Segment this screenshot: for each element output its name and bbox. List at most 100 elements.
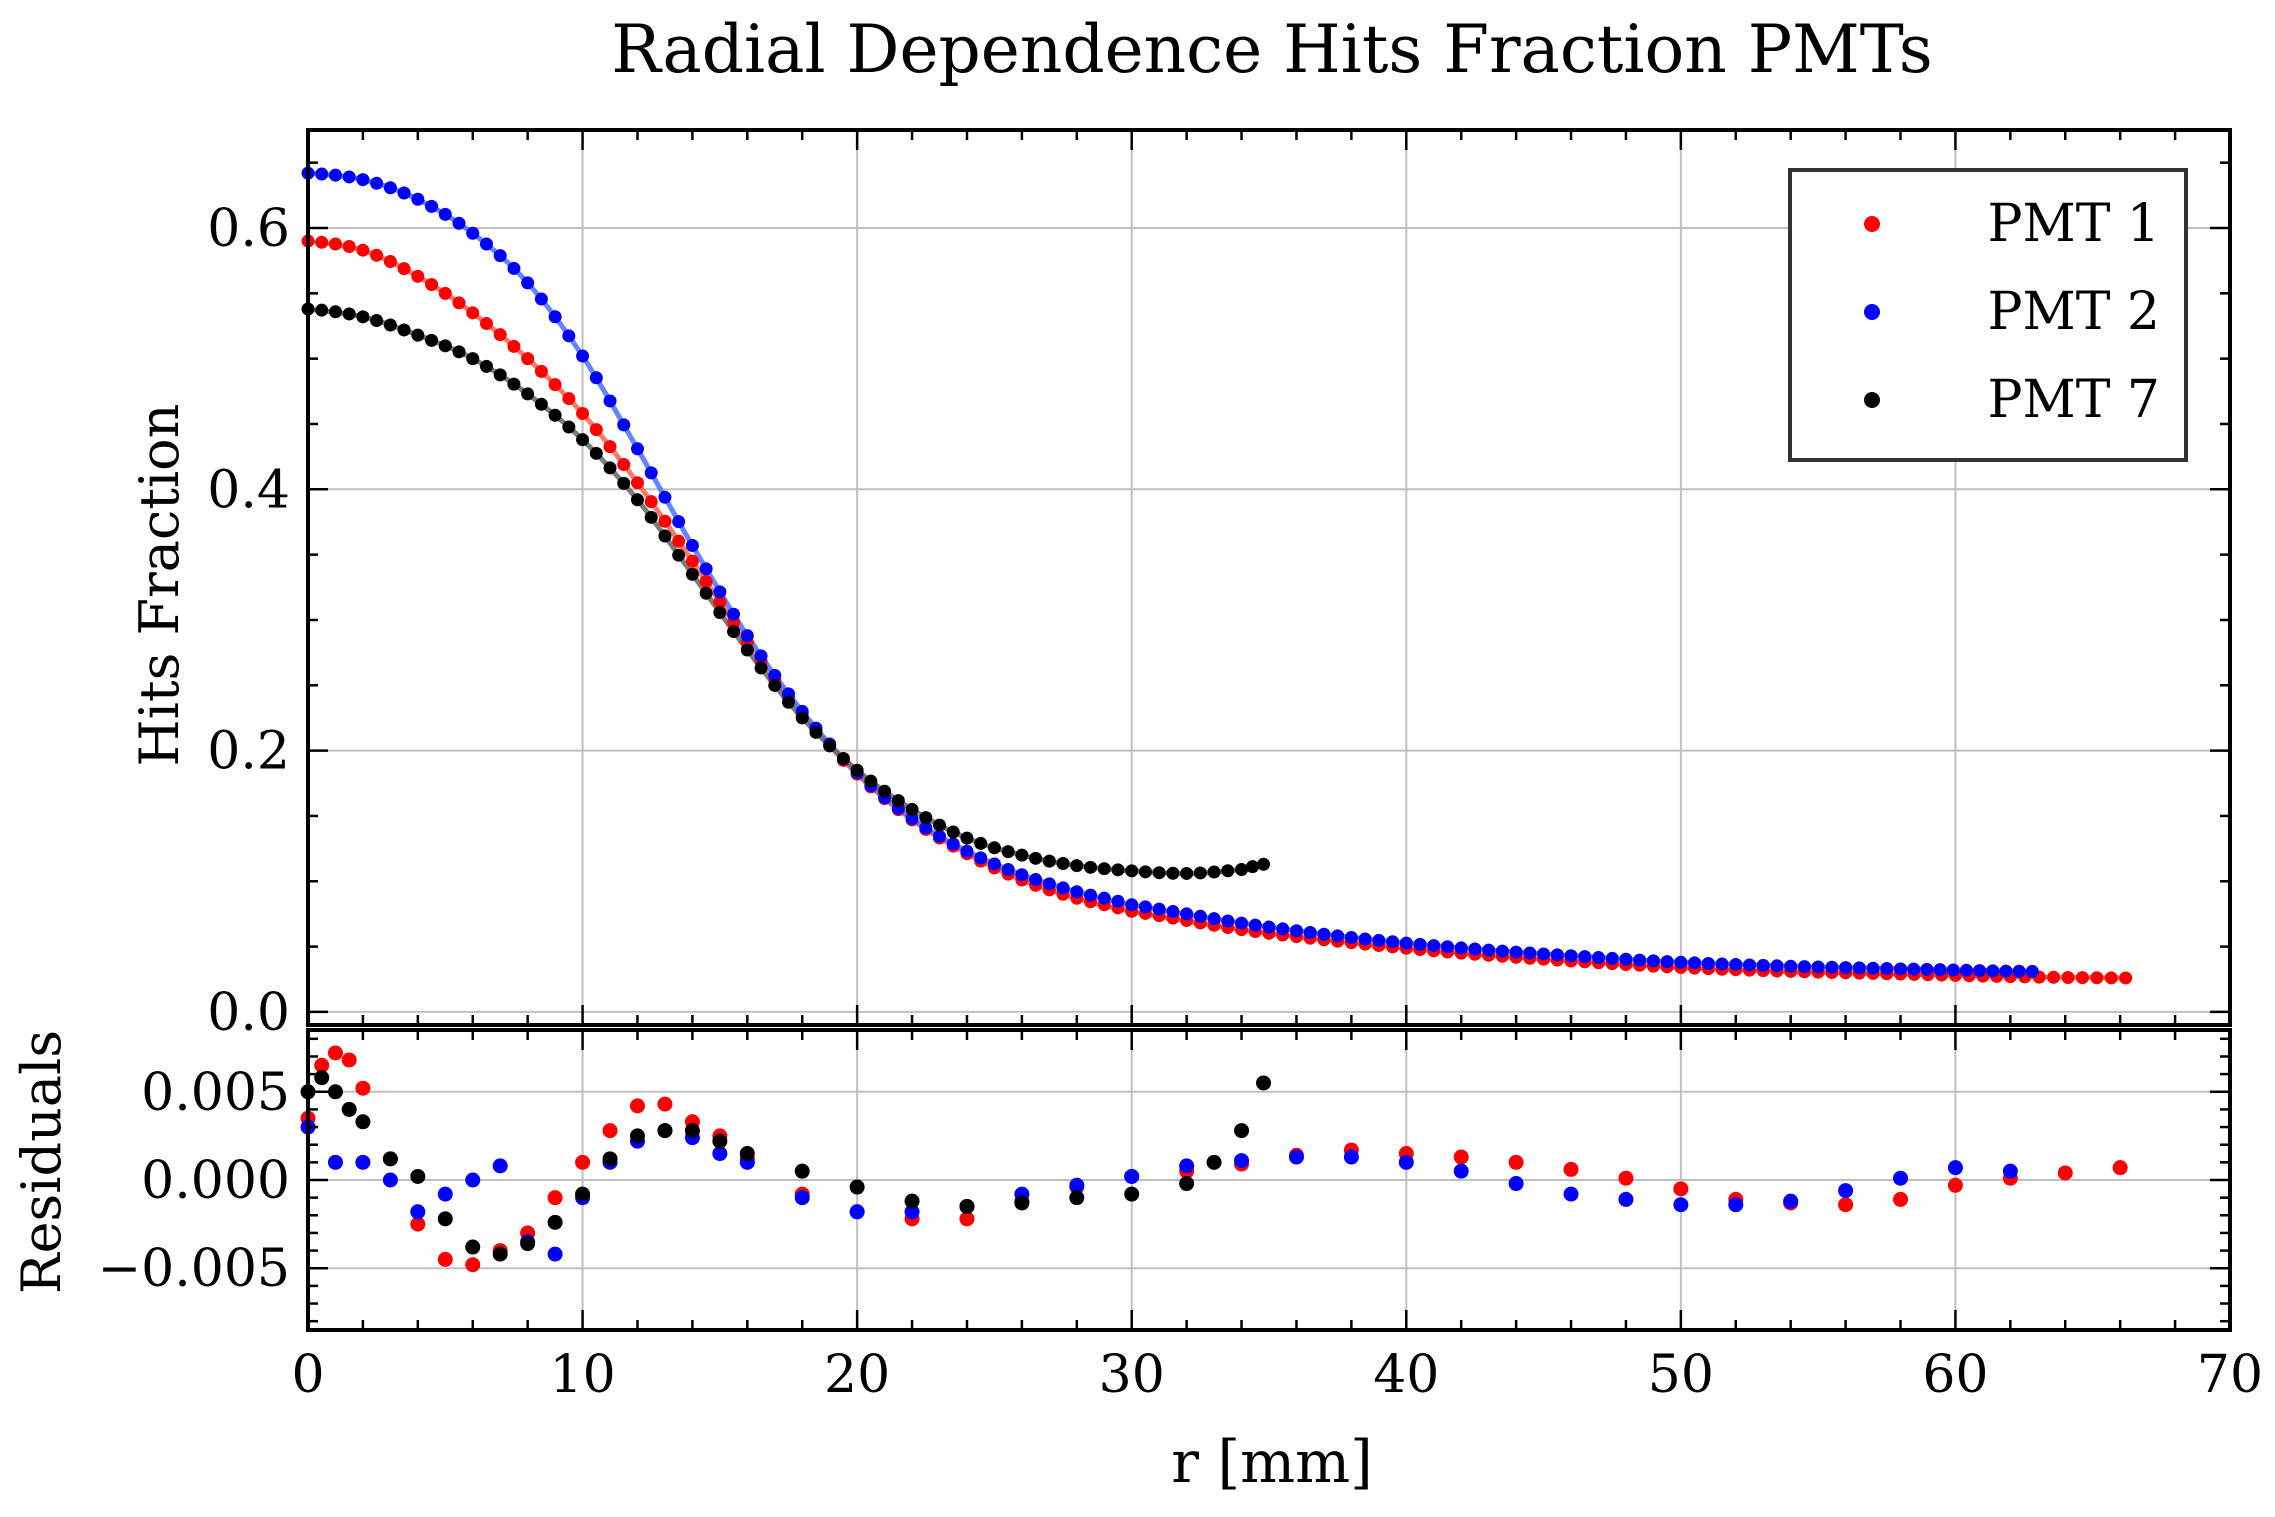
residual-point bbox=[1673, 1181, 1689, 1197]
residual-point bbox=[410, 1168, 426, 1184]
data-point bbox=[946, 825, 960, 839]
data-point bbox=[1235, 863, 1249, 877]
x-tick-label: 40 bbox=[1373, 1345, 1439, 1405]
data-point bbox=[452, 216, 466, 230]
residual-point bbox=[1673, 1197, 1689, 1213]
data-point bbox=[713, 585, 727, 599]
data-point bbox=[342, 240, 356, 254]
data-point bbox=[768, 678, 782, 692]
data-point bbox=[1894, 962, 1908, 976]
data-point bbox=[438, 339, 452, 353]
data-point bbox=[589, 423, 603, 437]
data-point bbox=[1015, 868, 1029, 882]
data-point bbox=[974, 851, 988, 865]
data-point bbox=[603, 461, 617, 475]
residual-point bbox=[1398, 1154, 1414, 1170]
residual-point bbox=[465, 1239, 481, 1255]
data-point bbox=[411, 328, 425, 342]
data-point bbox=[1646, 954, 1660, 968]
chart-title: Radial Dependence Hits Fraction PMTs bbox=[611, 11, 1933, 88]
data-point bbox=[562, 329, 576, 343]
data-point bbox=[1125, 898, 1139, 912]
data-point bbox=[1537, 947, 1551, 961]
data-point bbox=[699, 586, 713, 600]
data-point bbox=[1111, 894, 1125, 908]
main-y-axis-label: Hits Fraction bbox=[128, 404, 191, 767]
residual-point bbox=[629, 1128, 645, 1144]
data-point bbox=[1907, 962, 1921, 976]
data-point bbox=[1317, 927, 1331, 941]
data-point bbox=[548, 310, 562, 324]
residual-point bbox=[547, 1190, 563, 1206]
residual-point bbox=[629, 1098, 645, 1114]
residual-point bbox=[602, 1151, 618, 1167]
data-point bbox=[466, 306, 480, 320]
data-point bbox=[315, 235, 329, 249]
data-point bbox=[1468, 942, 1482, 956]
data-point bbox=[1946, 963, 1960, 977]
residual-point bbox=[684, 1123, 700, 1139]
data-point bbox=[617, 476, 631, 490]
data-point bbox=[1125, 864, 1139, 878]
data-point bbox=[356, 173, 370, 187]
residual-point bbox=[547, 1246, 563, 1262]
residual-point bbox=[437, 1211, 453, 1227]
data-point bbox=[452, 296, 466, 310]
data-point bbox=[507, 339, 521, 353]
data-point bbox=[754, 661, 768, 675]
data-point bbox=[1674, 955, 1688, 969]
residuals-y-tick-label: 0.000 bbox=[141, 1151, 290, 1211]
data-point bbox=[1509, 945, 1523, 959]
legend-label: PMT 7 bbox=[1987, 370, 2160, 430]
fit-line-2 bbox=[307, 170, 2033, 974]
data-point bbox=[1303, 926, 1317, 940]
legend-marker bbox=[1864, 392, 1880, 408]
data-point bbox=[713, 595, 727, 609]
data-point bbox=[740, 629, 754, 643]
data-point bbox=[919, 821, 933, 835]
data-point bbox=[479, 237, 493, 251]
data-point bbox=[1180, 866, 1194, 880]
data-point bbox=[315, 167, 329, 181]
data-point bbox=[1454, 941, 1468, 955]
data-point bbox=[1084, 860, 1098, 874]
x-tick-label: 60 bbox=[1922, 1345, 1988, 1405]
data-point bbox=[1138, 865, 1152, 879]
data-point bbox=[1756, 958, 1770, 972]
data-point bbox=[2012, 964, 2026, 978]
data-point bbox=[315, 303, 329, 317]
data-point bbox=[1235, 916, 1249, 930]
data-point bbox=[521, 352, 535, 366]
data-point bbox=[1289, 924, 1303, 938]
data-point bbox=[699, 562, 713, 576]
residual-point bbox=[739, 1146, 755, 1162]
residual-point bbox=[1453, 1149, 1469, 1165]
data-point bbox=[1633, 953, 1647, 967]
data-point bbox=[479, 359, 493, 373]
data-point bbox=[1015, 848, 1029, 862]
data-point bbox=[727, 625, 741, 639]
residual-point bbox=[575, 1186, 591, 1202]
residual-point bbox=[314, 1070, 330, 1086]
residual-point bbox=[602, 1123, 618, 1139]
data-point bbox=[644, 466, 658, 480]
data-point bbox=[1784, 959, 1798, 973]
residual-point bbox=[712, 1146, 728, 1162]
legend-marker bbox=[1864, 216, 1880, 232]
data-point bbox=[589, 446, 603, 460]
data-point bbox=[411, 192, 425, 206]
residual-point bbox=[2002, 1163, 2018, 1179]
data-point bbox=[2075, 971, 2089, 985]
tick-labels: 0 10 20 30 40 50 60 70 0.0 0.2 0.4 0.6 0.005 0.000 −0.… bbox=[98, 199, 2264, 1405]
residual-point bbox=[1893, 1170, 1909, 1186]
residual-point bbox=[1234, 1153, 1250, 1169]
data-point bbox=[466, 226, 480, 240]
data-point bbox=[1166, 866, 1180, 880]
residual-point bbox=[355, 1154, 371, 1170]
data-point bbox=[328, 305, 342, 319]
data-point bbox=[1221, 864, 1235, 878]
residual-point bbox=[1179, 1158, 1195, 1174]
residuals-y-tick-label: 0.005 bbox=[141, 1063, 290, 1123]
residual-point bbox=[1256, 1075, 1272, 1091]
